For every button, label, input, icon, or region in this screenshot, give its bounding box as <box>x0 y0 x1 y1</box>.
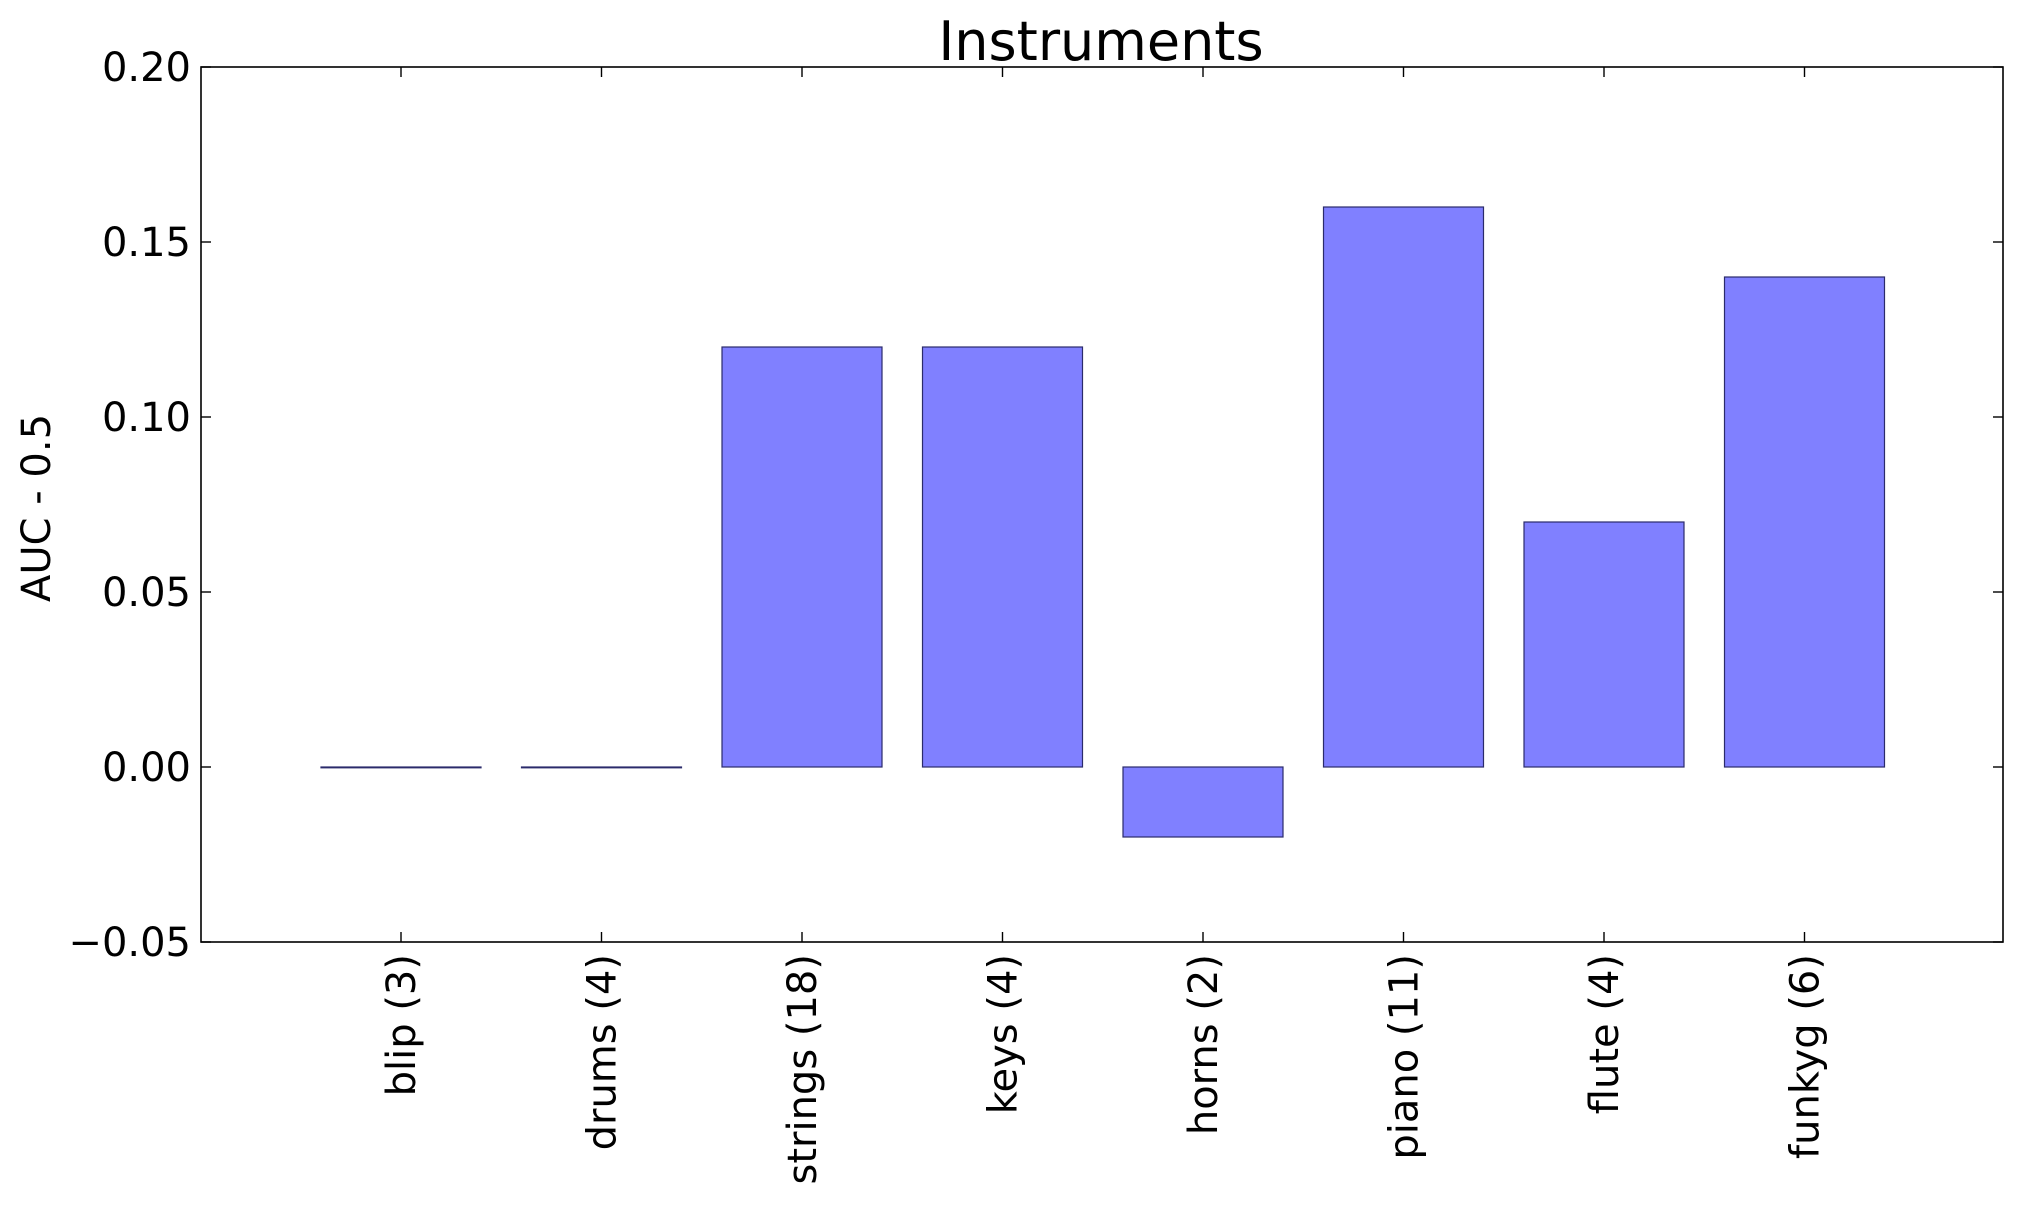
x-tick-label: horns (2) <box>1181 954 1227 1135</box>
x-tick-label: flute (4) <box>1582 954 1628 1114</box>
y-axis-label: AUC - 0.5 <box>14 414 60 602</box>
y-tick-label: 0.00 <box>102 745 191 791</box>
y-tick-label: 0.15 <box>102 220 191 266</box>
chart-title: Instruments <box>938 10 1263 73</box>
x-tick-label: funkyg (6) <box>1783 954 1829 1159</box>
bar <box>1523 521 1685 768</box>
bar <box>1723 276 1886 768</box>
bar <box>520 766 683 769</box>
bar <box>1122 766 1284 838</box>
bar <box>320 766 482 769</box>
x-tick-label: drums (4) <box>580 954 626 1150</box>
bar <box>1322 206 1485 768</box>
bar <box>721 346 883 768</box>
x-tick-label: piano (11) <box>1382 954 1428 1160</box>
y-tick-label: 0.05 <box>102 570 191 616</box>
x-tick-label: keys (4) <box>981 954 1027 1114</box>
y-tick-label: 0.10 <box>102 395 191 441</box>
y-tick-label: −0.05 <box>68 920 191 966</box>
x-tick-label: strings (18) <box>780 954 826 1185</box>
x-tick-label: blip (3) <box>379 954 425 1096</box>
bar <box>921 346 1084 768</box>
plot-area: −0.05 0.00 0.05 0.10 0.15 0.20 blip (3) drums (… <box>68 45 2004 1185</box>
y-tick-label: 0.20 <box>102 45 191 91</box>
plot-frame <box>200 66 2004 943</box>
